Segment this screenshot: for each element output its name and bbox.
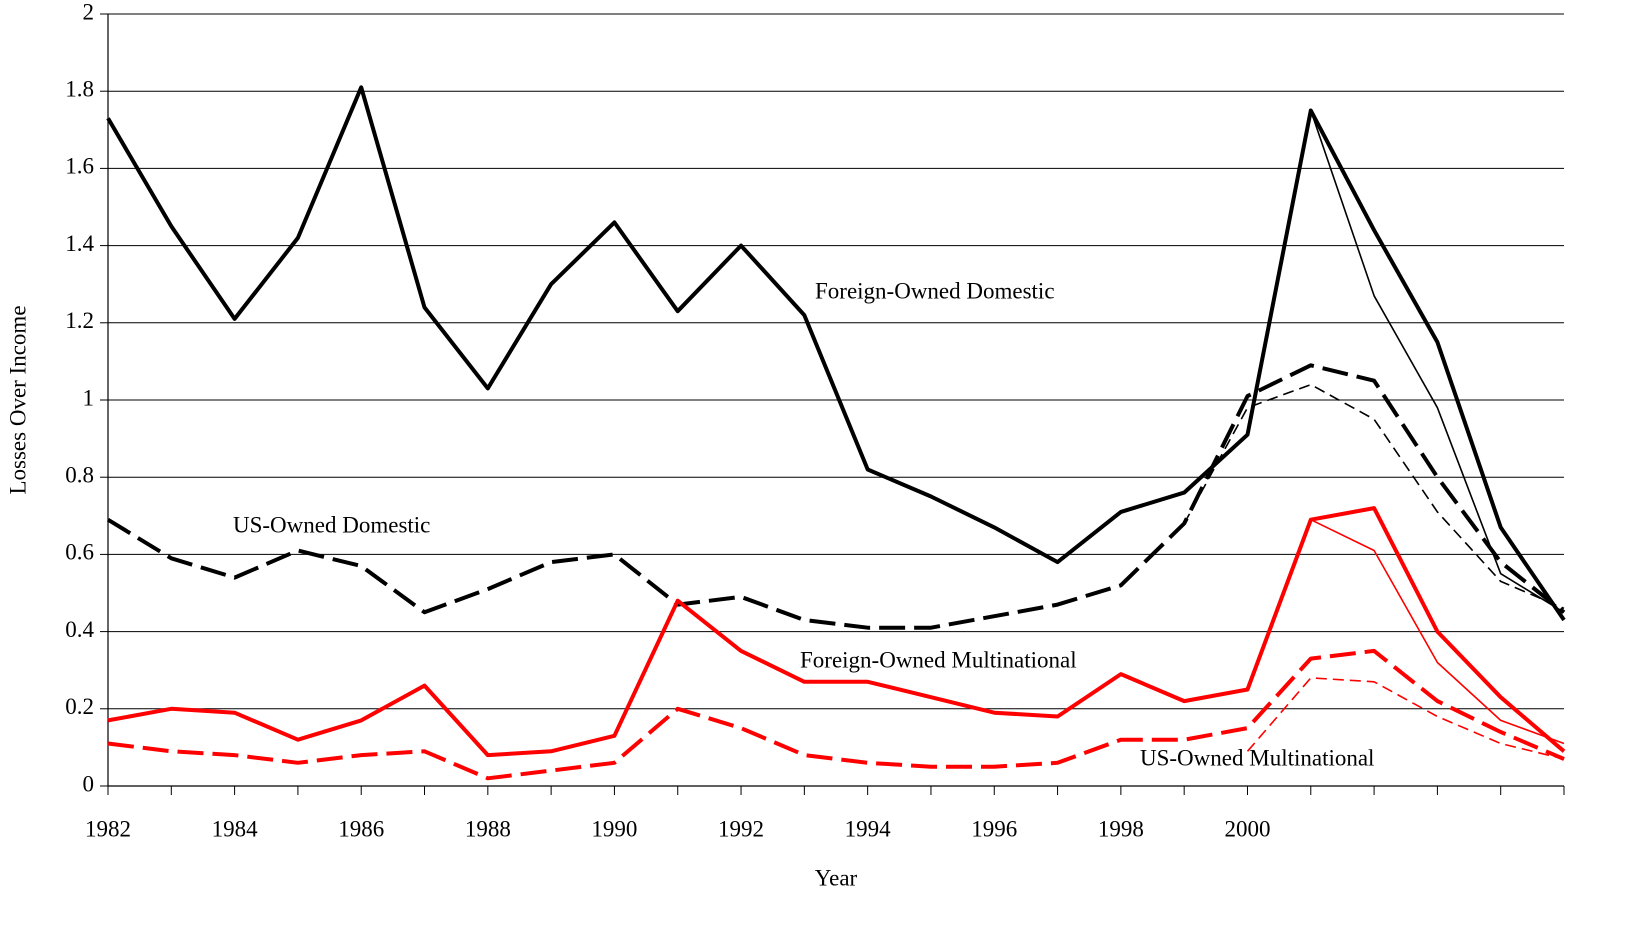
x-tick-label: 1990 [591, 816, 637, 841]
y-tick-label: 0.2 [65, 694, 94, 719]
series-label: US-Owned Domestic [233, 512, 430, 537]
y-tick-label: 0.6 [65, 540, 94, 565]
series-line [1183, 383, 1565, 610]
x-tick-label: 2000 [1224, 816, 1270, 841]
series-label: Foreign-Owned Domestic [815, 278, 1055, 303]
x-tick-label: 1988 [465, 816, 511, 841]
y-tick-label: 0.4 [65, 617, 94, 642]
y-axis-label: Losses Over Income [5, 305, 30, 494]
y-tick-label: 1.8 [65, 76, 94, 101]
y-tick-label: 0.8 [65, 462, 94, 487]
x-axis-label: Year [815, 865, 858, 890]
series-line [1310, 110, 1565, 613]
series-line [106, 85, 1566, 622]
x-tick-label: 1994 [845, 816, 892, 841]
x-tick-label: 1998 [1098, 816, 1144, 841]
x-tick-label: 1996 [971, 816, 1017, 841]
y-tick-label: 1.6 [65, 154, 94, 179]
x-tick-label: 1984 [212, 816, 259, 841]
series-line [107, 506, 1566, 758]
series-line [1310, 518, 1565, 745]
series-line [1246, 677, 1565, 760]
y-tick-label: 2 [83, 0, 95, 24]
x-tick-label: 1986 [338, 816, 384, 841]
y-tick-label: 1.4 [65, 231, 94, 256]
y-tick-label: 0 [83, 771, 95, 796]
series-label: US-Owned Multinational [1140, 745, 1374, 770]
series-label: Foreign-Owned Multinational [800, 647, 1077, 672]
y-tick-label: 1 [83, 385, 95, 410]
x-tick-label: 1992 [718, 816, 764, 841]
series-line [106, 363, 1566, 630]
x-tick-label: 1982 [85, 816, 131, 841]
y-tick-label: 1.2 [65, 308, 94, 333]
